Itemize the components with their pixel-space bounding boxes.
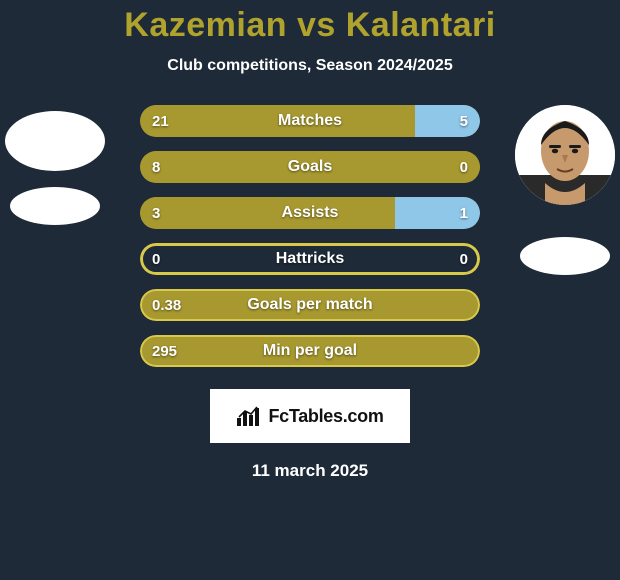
stat-value-left: 0 bbox=[152, 243, 160, 275]
title-player1: Kazemian bbox=[124, 6, 287, 44]
stat-value-right: 1 bbox=[460, 197, 468, 229]
source-logo-text: FcTables.com bbox=[268, 406, 383, 427]
stat-label: Goals bbox=[140, 151, 480, 183]
stat-value-left: 21 bbox=[152, 105, 169, 137]
player-left-column bbox=[0, 105, 110, 225]
player-right-column bbox=[510, 105, 620, 275]
subtitle: Club competitions, Season 2024/2025 bbox=[0, 57, 620, 75]
comparison-stage: Matches215Goals80Assists31Hattricks00Goa… bbox=[0, 105, 620, 367]
stat-value-left: 295 bbox=[152, 335, 177, 367]
stat-row: Assists3 1 bbox=[140, 197, 480, 229]
stat-row: Goals per match0.38 bbox=[140, 289, 480, 321]
stat-label: Hattricks bbox=[140, 243, 480, 275]
stat-label: Goals per match bbox=[140, 289, 480, 321]
comparison-title: Kazemian vs Kalantari bbox=[0, 0, 620, 45]
title-player2: Kalantari bbox=[346, 6, 496, 44]
generated-date: 11 march 2025 bbox=[0, 461, 620, 481]
title-vs: vs bbox=[297, 6, 336, 44]
stat-row: Matches21 5 bbox=[140, 105, 480, 137]
stat-value-right: 5 bbox=[460, 105, 468, 137]
person-icon bbox=[515, 105, 615, 205]
stat-value-right: 0 bbox=[460, 243, 468, 275]
stat-label: Matches bbox=[140, 105, 480, 137]
stat-label: Min per goal bbox=[140, 335, 480, 367]
stat-value-right: 0 bbox=[460, 151, 468, 183]
player-right-club-badge bbox=[520, 237, 610, 275]
stat-label: Assists bbox=[140, 197, 480, 229]
stat-row: Hattricks0 0 bbox=[140, 243, 480, 275]
stat-bars: Matches215Goals80Assists31Hattricks00Goa… bbox=[140, 105, 480, 367]
stat-row: Min per goal295 bbox=[140, 335, 480, 367]
player-right-avatar bbox=[515, 105, 615, 205]
source-logo: FcTables.com bbox=[210, 389, 410, 443]
bar-chart-icon bbox=[236, 406, 262, 426]
stat-row: Goals8 0 bbox=[140, 151, 480, 183]
stat-value-left: 8 bbox=[152, 151, 160, 183]
stat-value-left: 0.38 bbox=[152, 289, 181, 321]
player-left-club-badge bbox=[10, 187, 100, 225]
player-left-avatar bbox=[5, 111, 105, 171]
stat-value-left: 3 bbox=[152, 197, 160, 229]
